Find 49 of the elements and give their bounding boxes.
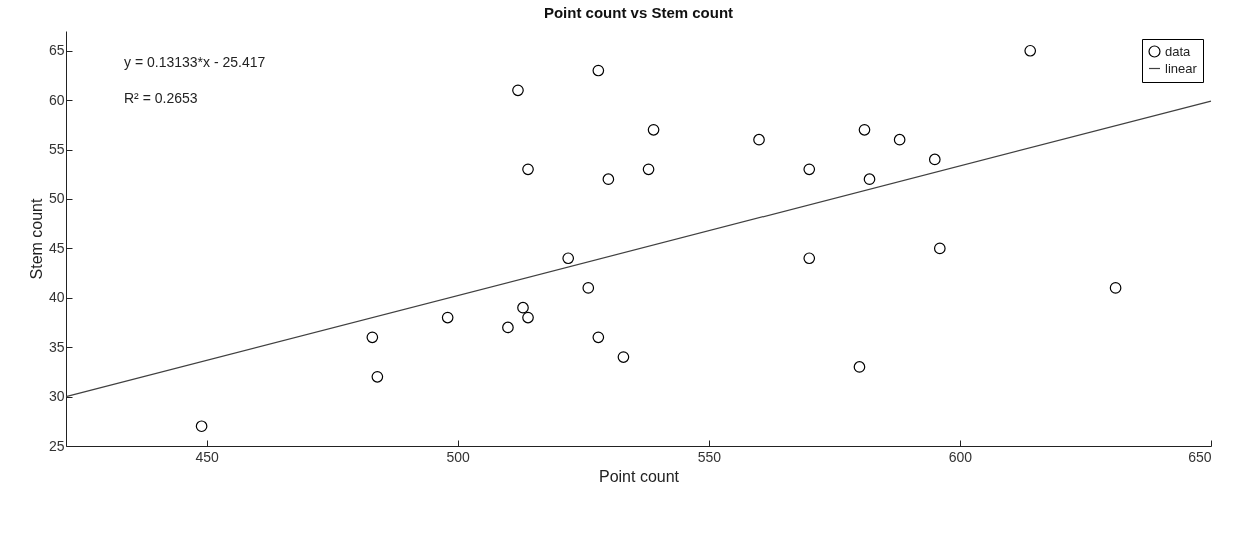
point bbox=[512, 84, 524, 97]
chart-title: Point count vs Stem count bbox=[543, 4, 734, 21]
point bbox=[602, 173, 615, 186]
x-tick-label: 650 bbox=[1188, 448, 1212, 465]
point bbox=[582, 282, 595, 294]
x-tick-label: 550 bbox=[697, 448, 722, 465]
y-tick-label: 55 bbox=[48, 141, 65, 158]
point bbox=[803, 252, 816, 265]
point bbox=[522, 163, 534, 176]
point bbox=[647, 123, 660, 136]
y-tick-label: 45 bbox=[48, 239, 65, 256]
y-tick-label: 40 bbox=[48, 289, 65, 306]
annotation: R² = 0.2653 bbox=[124, 90, 198, 106]
point bbox=[853, 361, 866, 373]
point bbox=[371, 371, 384, 383]
point bbox=[858, 123, 871, 136]
y-tick-label: 60 bbox=[48, 91, 65, 108]
point bbox=[441, 311, 454, 324]
y-tick-label: 65 bbox=[48, 42, 65, 59]
point bbox=[863, 173, 876, 186]
x-tick-label: 500 bbox=[446, 448, 471, 465]
x-tick-label: 450 bbox=[195, 448, 220, 465]
point bbox=[502, 321, 514, 334]
annotation: y = 0.13133*x - 25.417 bbox=[124, 54, 266, 70]
point bbox=[366, 331, 379, 344]
y-tick-label: 50 bbox=[48, 190, 65, 207]
x-axis-title: Point count bbox=[598, 467, 680, 485]
point bbox=[803, 163, 816, 176]
point bbox=[517, 301, 529, 314]
point bbox=[592, 64, 605, 77]
y-tick-label: 30 bbox=[48, 388, 65, 405]
y-tick-label: 25 bbox=[48, 437, 65, 454]
y-axis-title: Stem count bbox=[27, 197, 45, 280]
legend-label: data bbox=[1165, 43, 1192, 59]
y-tick-label: 35 bbox=[48, 338, 65, 355]
point bbox=[1024, 44, 1037, 57]
point bbox=[928, 153, 941, 166]
point bbox=[753, 133, 765, 146]
point bbox=[893, 133, 906, 146]
point bbox=[592, 331, 605, 344]
legend-label: linear bbox=[1165, 60, 1198, 76]
point bbox=[562, 252, 575, 265]
point bbox=[1109, 282, 1122, 294]
x-tick-label: 600 bbox=[948, 448, 973, 465]
point bbox=[933, 242, 946, 255]
point bbox=[522, 311, 534, 324]
point bbox=[195, 420, 208, 433]
point bbox=[617, 351, 630, 363]
point bbox=[642, 163, 655, 176]
